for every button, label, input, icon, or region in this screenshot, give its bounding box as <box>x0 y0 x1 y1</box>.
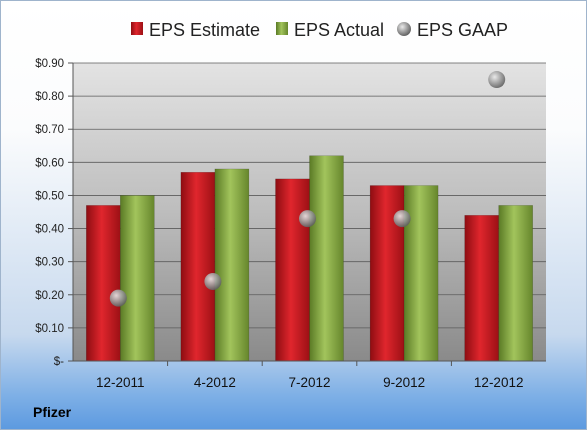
marker-eps-gaap <box>393 210 411 228</box>
bar-eps-actual <box>403 185 439 362</box>
y-tick-label: $0.80 <box>35 91 64 103</box>
marker-eps-gaap <box>109 289 127 307</box>
y-tick-label: $0.50 <box>35 190 64 202</box>
bar-eps-estimate <box>464 215 499 362</box>
bar-eps-actual <box>309 155 344 362</box>
y-tick-label: $0.90 <box>35 58 64 70</box>
x-tick-label: 12-2011 <box>96 375 145 390</box>
x-tick-label: 4-2012 <box>194 375 236 390</box>
bars <box>86 155 533 362</box>
y-axis: $- $0.10 $0.20 $0.30 $0.40 $0.50 $0.60 $0.70 $0.… <box>35 58 74 368</box>
y-tick-label: $0.10 <box>35 323 64 335</box>
y-tick-label: $0.60 <box>35 157 64 169</box>
gaap-markers <box>109 71 506 307</box>
company-label: Pfizer <box>33 404 72 420</box>
y-tick-label: $0.30 <box>35 257 64 269</box>
bar-eps-actual <box>120 195 155 362</box>
y-tick-label: $- <box>54 356 64 368</box>
legend-swatch-eps-estimate <box>131 22 143 35</box>
legend-swatch-eps-actual <box>276 22 288 35</box>
bar-eps-actual <box>214 168 250 362</box>
legend-label-eps-actual: EPS Actual <box>294 20 384 40</box>
x-axis: 12-2011 4-2012 7-2012 9-2012 12-2012 <box>73 360 546 390</box>
legend-label-eps-gaap: EPS GAAP <box>417 20 508 40</box>
x-tick-label: 12-2012 <box>474 375 524 390</box>
bar-eps-estimate <box>180 172 216 362</box>
marker-eps-gaap <box>204 273 222 291</box>
x-tick-label: 7-2012 <box>288 375 330 390</box>
y-tick-label: $0.40 <box>35 224 64 236</box>
bar-eps-actual <box>498 205 533 362</box>
y-tick-label: $0.20 <box>35 290 64 302</box>
bar-eps-estimate <box>275 178 310 362</box>
bar-eps-estimate <box>86 205 121 362</box>
legend-label-eps-estimate: EPS Estimate <box>149 20 260 40</box>
legend: EPS Estimate EPS Actual EPS GAAP <box>131 20 508 40</box>
y-tick-label: $0.70 <box>35 124 64 136</box>
legend-swatch-eps-gaap <box>397 22 411 36</box>
marker-eps-gaap <box>299 210 316 228</box>
marker-eps-gaap <box>488 71 506 89</box>
x-tick-label: 9-2012 <box>383 375 425 390</box>
